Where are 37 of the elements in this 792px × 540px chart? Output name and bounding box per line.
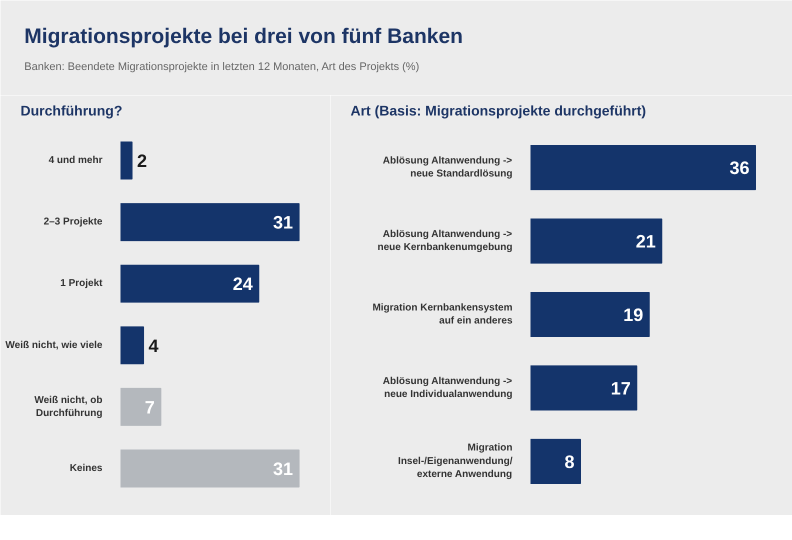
y-tick-label: Migration Kernbankensystem auf ein anderes <box>372 302 513 327</box>
bar <box>120 141 133 180</box>
data-label: 36 <box>729 158 750 178</box>
bar <box>120 450 300 488</box>
text: Banken: Beendete Migrationsprojekte in letzten 12 Monaten, Art des Projekts (%) <box>24 61 420 73</box>
bar <box>530 438 581 484</box>
bar <box>120 388 162 426</box>
y-tick-label: Ablösung Altanwendung -> neue Kernbankenumgebung <box>377 228 512 254</box>
bar <box>530 218 662 264</box>
y-tick-label: Migration Insel-/Eigenanwendung/ externe Anwendung <box>398 442 513 480</box>
y-tick-label: 1 Projekt <box>60 278 104 290</box>
bar <box>530 145 756 190</box>
data-label: 31 <box>273 459 294 480</box>
text: Migrationsprojekte bei drei von fünf Banken <box>24 25 463 48</box>
y-tick-label: 4 und mehr <box>48 154 103 166</box>
bar <box>120 326 144 364</box>
data-label: 17 <box>610 378 631 398</box>
data-label: 24 <box>232 274 253 294</box>
bar <box>120 203 300 242</box>
y-tick-label: Weiß nicht, ob Durchführung <box>34 394 103 420</box>
data-label: 2 <box>137 150 148 171</box>
data-label: 31 <box>273 212 294 233</box>
data-label: 7 <box>144 397 155 418</box>
y-tick-label: 2–3 Projekte <box>44 216 103 228</box>
chart-title: Durchführung? <box>20 102 122 118</box>
bar <box>120 264 260 303</box>
y-tick-label: Keines <box>70 463 103 474</box>
data-label: 21 <box>636 232 656 252</box>
y-tick-label: Weiß nicht, wie viele <box>5 340 103 351</box>
bar <box>530 365 638 410</box>
bar <box>530 292 650 338</box>
y-tick-label: Ablösung Altanwendung -> neue Individualanwendung <box>382 376 513 400</box>
data-label: 8 <box>564 452 575 472</box>
data-label: 19 <box>623 305 644 325</box>
y-tick-label: Ablösung Altanwendung -> neue Standardlösung <box>382 155 513 180</box>
chart-title: Art (Basis: Migrationsprojekte durchgeführt) <box>350 102 646 118</box>
data-label: 4 <box>148 336 159 356</box>
